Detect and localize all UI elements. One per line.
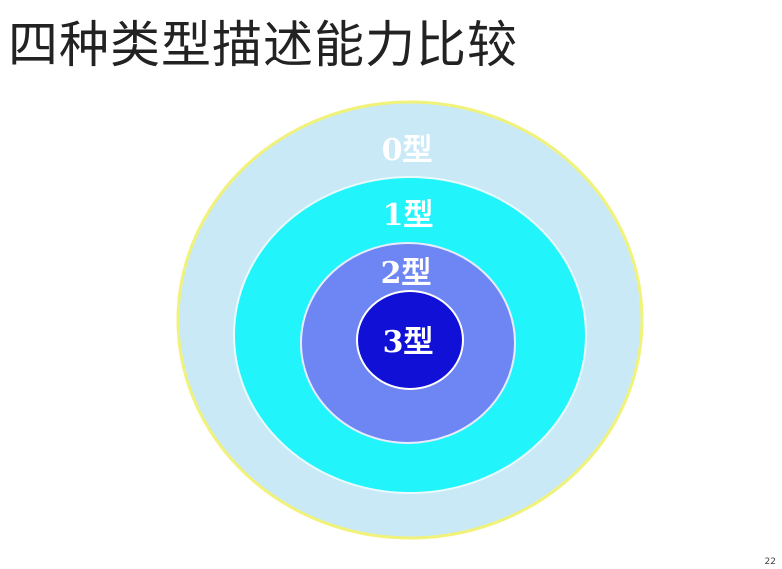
slide-title: 四种类型描述能力比较	[8, 16, 518, 74]
ring-label-type-0: 0型	[382, 133, 433, 168]
page-number: 22	[764, 557, 776, 567]
ring-label-type-1: 1型	[383, 198, 434, 233]
ring-label-type-2: 2型	[381, 256, 432, 291]
ring-label-type-3: 3型	[383, 325, 434, 360]
ring-type-3	[356, 290, 464, 390]
